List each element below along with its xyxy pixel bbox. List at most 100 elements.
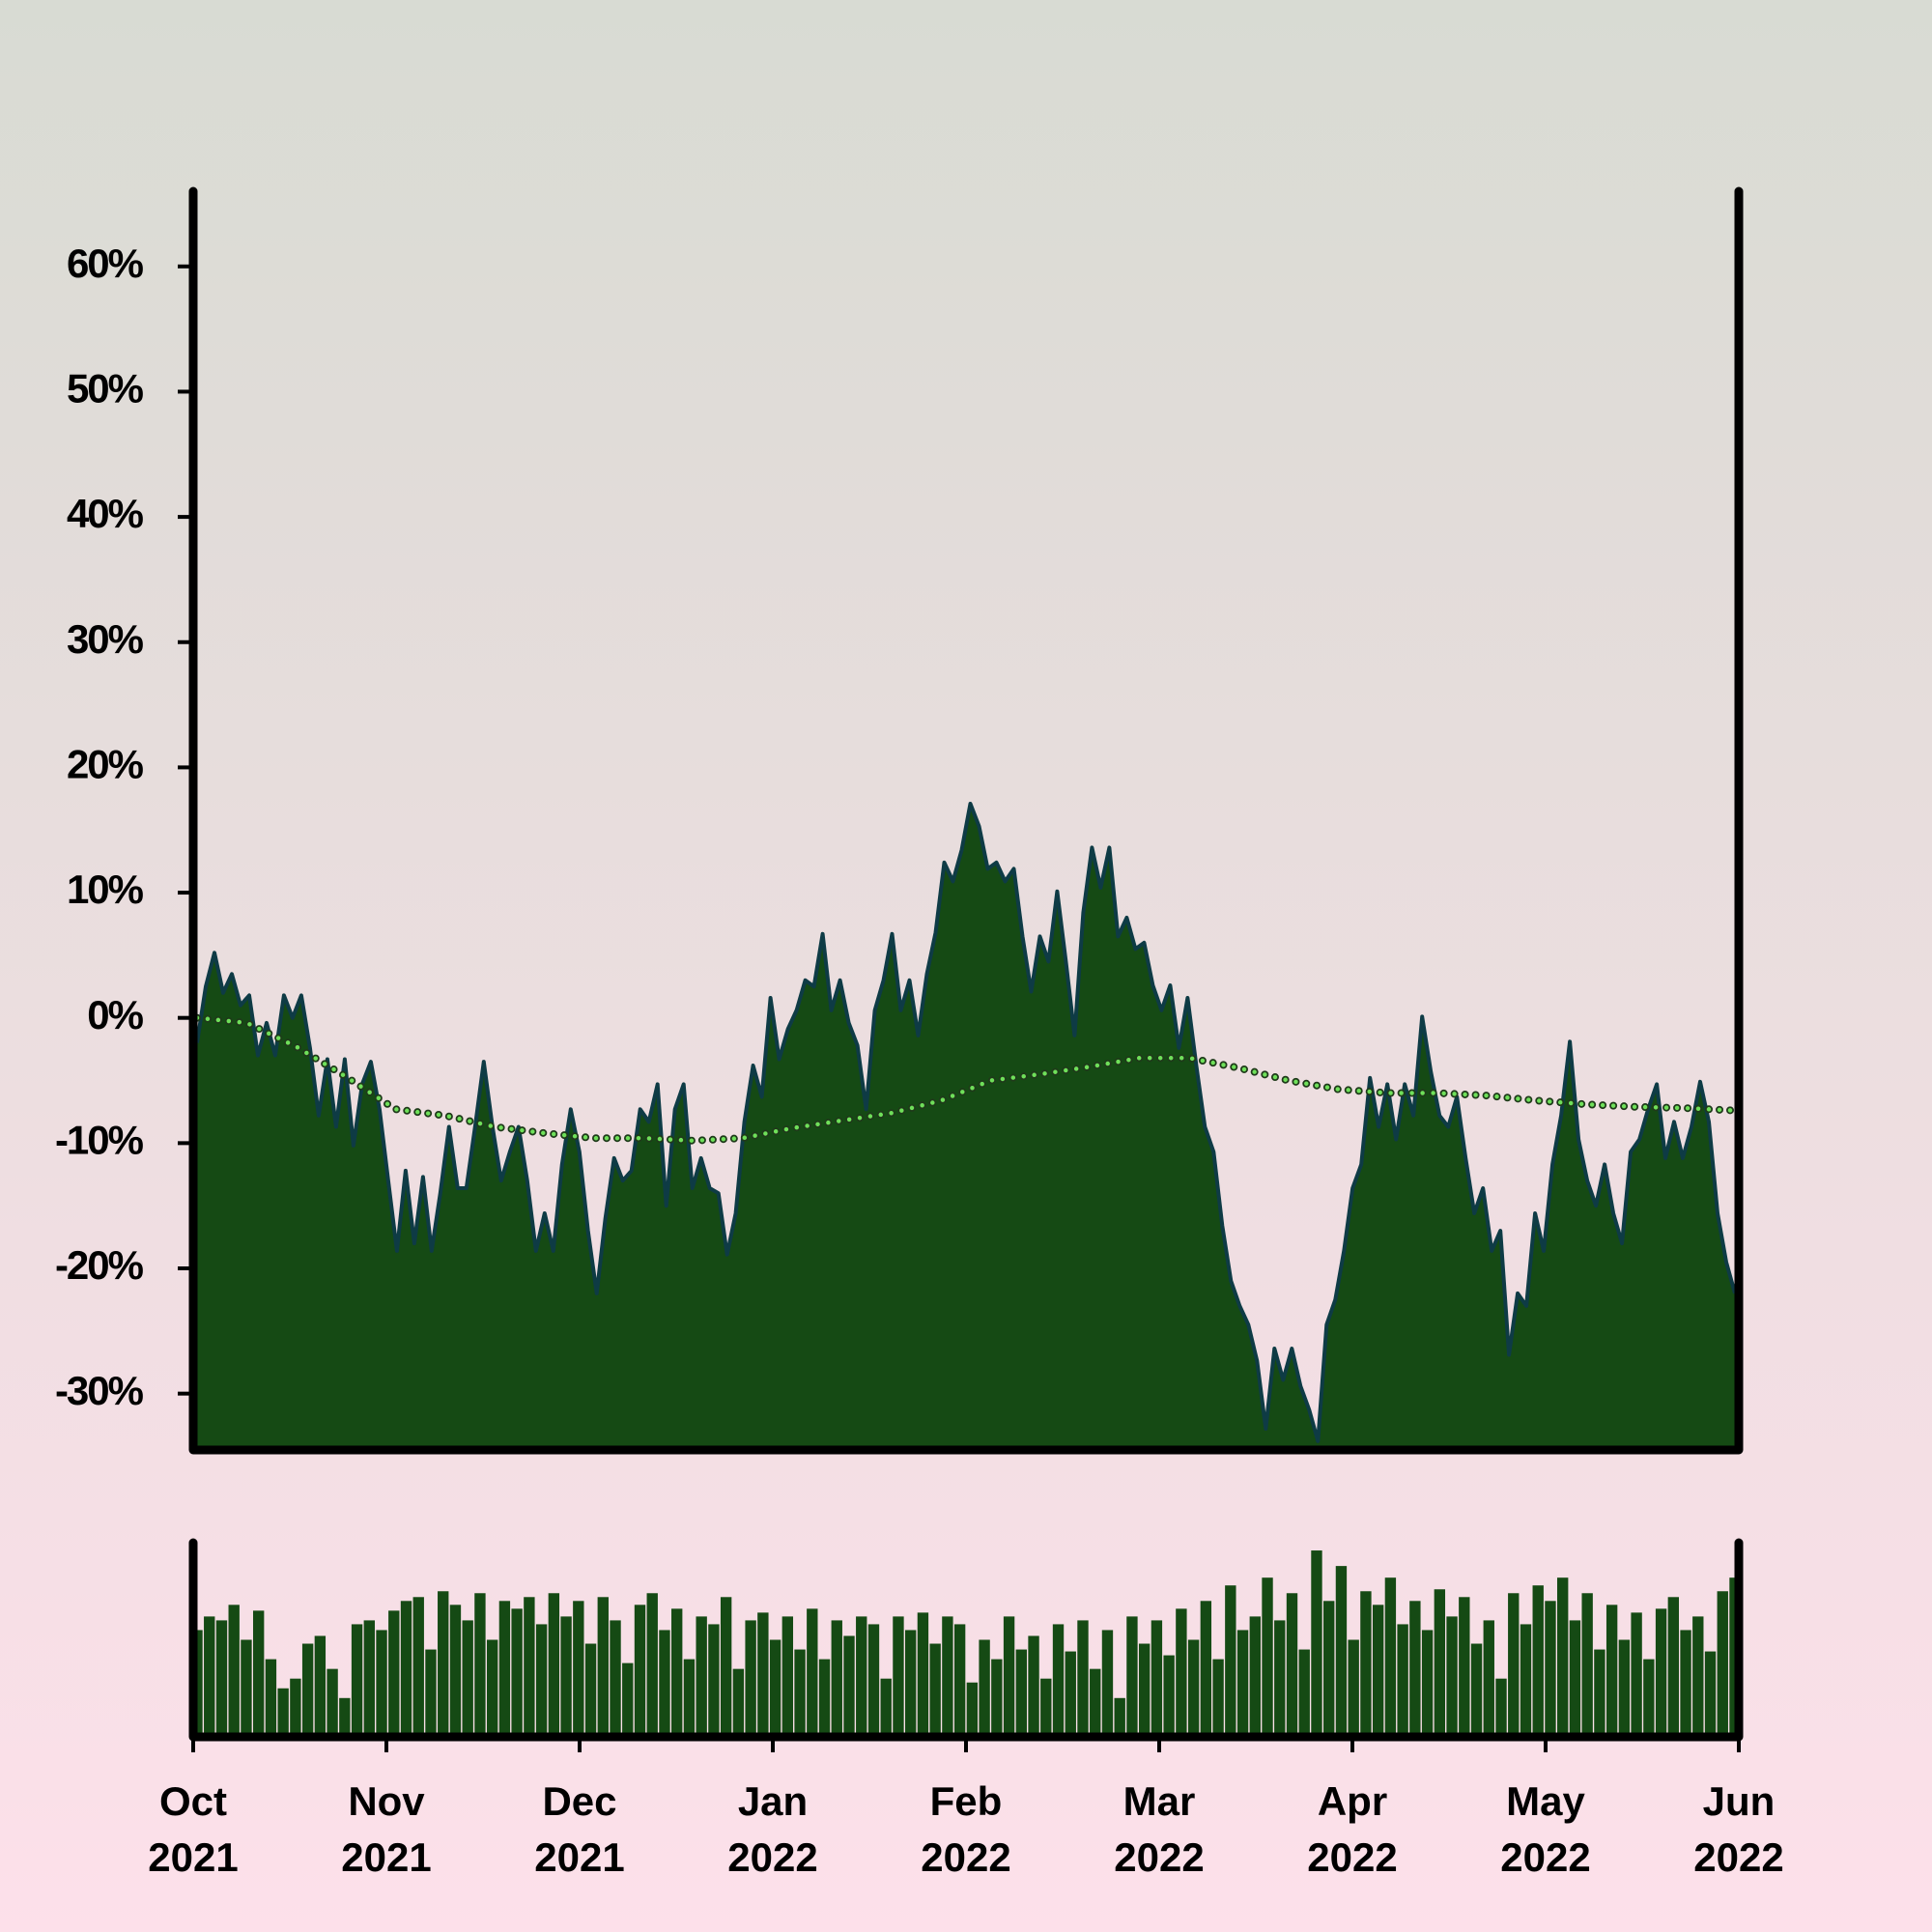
axis-spine [188,1538,1744,1742]
average-line-outline [193,1013,1739,1145]
volume-bar [277,1688,289,1737]
volume-bar [449,1605,462,1737]
x-tick-label: Mar 2022 [1114,1778,1205,1880]
volume-bar [524,1597,535,1737]
volume-bar [1090,1668,1101,1737]
volume-bar [1545,1601,1556,1737]
volume-bar [363,1620,375,1737]
volume-bar [314,1635,327,1737]
volume-bar [1409,1601,1421,1737]
volume-bar [671,1608,683,1737]
volume-bar [1643,1659,1655,1737]
volume-bar [1249,1616,1261,1737]
volume-bar [1717,1591,1728,1737]
volume-bar [1667,1597,1680,1737]
volume-bar [290,1678,301,1737]
x-tick-label: Jun 2022 [1693,1778,1784,1880]
volume-bar [1052,1624,1065,1737]
x-tick-label: Feb 2022 [921,1778,1011,1880]
volume-bar [1187,1639,1200,1737]
volume-bar [339,1697,351,1737]
volume-bar [425,1649,437,1737]
y-tick-label: 50% [67,366,144,412]
volume-bar [1692,1616,1704,1737]
volume-bar [966,1682,979,1737]
volume-bar [1569,1620,1581,1737]
volume-bar [634,1605,646,1737]
y-tick-label: 0% [87,992,143,1037]
volume-bar [1138,1643,1151,1737]
volume-bar [215,1620,228,1737]
volume-bar [732,1668,745,1737]
volume-bar [991,1659,1003,1737]
x-tick-label: Jan 2022 [727,1778,818,1880]
y-tick-label: 10% [67,867,144,912]
volume-bar [794,1649,806,1737]
volume-bar [1200,1601,1212,1737]
area [197,804,1735,1450]
volume-bar [1508,1593,1520,1737]
volume-bar [376,1630,387,1737]
volume-bar [511,1608,523,1737]
volume-bar [745,1620,756,1737]
volume-bar [622,1662,634,1737]
volume-bar [204,1616,215,1737]
volume-bar [818,1659,831,1737]
y-tick-label: 40% [67,491,144,536]
volume-bar [1557,1577,1569,1737]
volume-bar [683,1659,696,1737]
x-tick-label: Oct 2021 [148,1778,239,1880]
volume-bar [929,1643,941,1737]
y-tick-label: 20% [67,741,144,786]
volume-bar [1126,1616,1138,1737]
volume-bar [769,1639,781,1737]
x-tick-label: Apr 2022 [1307,1778,1398,1880]
volume-bar [1015,1649,1027,1737]
y-tick-label: 60% [67,241,144,286]
volume-bar [1101,1630,1114,1737]
volume-bar [1655,1608,1667,1737]
volume-bar [1065,1651,1076,1737]
x-tick-label: Dec 2021 [534,1778,625,1880]
x-tick-label: May 2022 [1500,1778,1591,1880]
volume-bar [498,1601,511,1737]
volume-bar [1680,1630,1691,1737]
volume-bar [610,1620,621,1737]
volume-bar [1163,1655,1175,1737]
volume-bar [1114,1697,1125,1737]
volume-bar [1151,1620,1163,1737]
volume-bar [1581,1593,1593,1737]
volume-bar [1459,1597,1470,1737]
volume-bar [831,1620,842,1737]
y-tick-label: -10% [55,1117,144,1162]
volume-bar [905,1630,917,1737]
volume-bar [1384,1577,1397,1737]
volume-bar [560,1616,572,1737]
volume-bar [1225,1585,1236,1737]
volume-bar [720,1597,732,1737]
volume-bar [1262,1577,1273,1737]
volume-bar [880,1678,892,1737]
volume-bar [388,1610,400,1737]
volume-bar [1212,1659,1224,1737]
volume-bar [1003,1616,1015,1737]
volume-bar [1532,1585,1544,1737]
volume-bar [781,1616,794,1737]
volume-bar [1495,1678,1507,1737]
volume-bar [757,1612,769,1737]
volume-bar [1421,1630,1434,1737]
volume-bar [573,1601,584,1737]
volume-bar [708,1624,720,1737]
volume-bar [867,1624,880,1737]
volume-bar [1520,1624,1532,1737]
volume-bar [1434,1589,1446,1737]
volume-bar [1470,1643,1483,1737]
volume-bar [486,1639,498,1737]
volume-bar [1311,1550,1322,1737]
volume-bar [327,1668,338,1737]
volume-bar [696,1616,707,1737]
y-tick-label: -30% [55,1368,144,1413]
volume-bar [917,1612,929,1737]
